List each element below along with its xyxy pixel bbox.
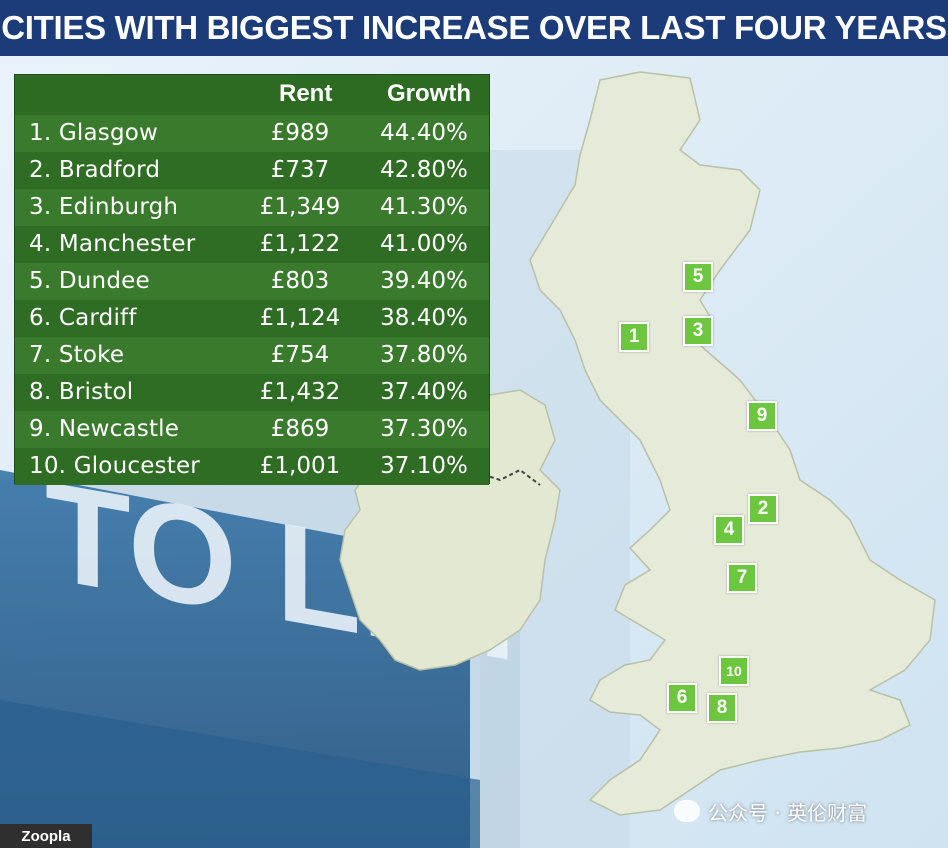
table-row: 6. Cardiff £1,124 38.40%: [15, 300, 489, 337]
rent-cell: £1,122: [259, 231, 341, 257]
table-row-band: [15, 374, 489, 411]
growth-cell: 44.40%: [380, 120, 468, 146]
table-row-band: [15, 411, 489, 448]
city-marker-8: 8: [707, 693, 737, 723]
title-bar: CITIES WITH BIGGEST INCREASE OVER LAST F…: [0, 0, 948, 56]
rent-cell: £1,001: [259, 453, 341, 479]
city-cell: 4. Manchester: [29, 231, 196, 257]
page-title: CITIES WITH BIGGEST INCREASE OVER LAST F…: [1, 9, 947, 46]
city-cell: 10. Gloucester: [29, 453, 200, 479]
city-marker-10: 10: [719, 656, 749, 686]
growth-cell: 42.80%: [380, 157, 468, 183]
rent-cell: £1,349: [259, 194, 341, 220]
table-row-band: [15, 189, 489, 226]
watermark-text: 公众号 · 英伦财富: [708, 800, 868, 825]
table-row-band: [15, 300, 489, 337]
rent-cell: £1,432: [259, 379, 341, 405]
rent-cell: £869: [270, 416, 330, 442]
growth-cell: 37.30%: [380, 416, 468, 442]
rent-cell: £754: [270, 342, 330, 368]
table-row: 10. Gloucester £1,001 37.10%: [15, 448, 489, 485]
growth-cell: 41.30%: [380, 194, 468, 220]
city-marker-4: 4: [714, 515, 744, 545]
table-row: 2. Bradford £737 42.80%: [15, 152, 489, 189]
rent-header: Rent: [279, 80, 333, 107]
city-marker-9: 9: [747, 401, 777, 431]
wechat-icon: [674, 800, 700, 822]
city-marker-6: 6: [667, 683, 697, 713]
zoopla-logo: Zoopla: [0, 824, 92, 848]
rent-cell: £737: [270, 157, 330, 183]
table-row: 7. Stoke £754 37.80%: [15, 337, 489, 374]
city-cell: 9. Newcastle: [29, 416, 180, 442]
city-marker-1: 1: [619, 322, 649, 352]
city-cell: 5. Dundee: [29, 268, 150, 294]
table-row-band: [15, 115, 489, 152]
rent-table: Rent Growth 1. Glasgow £989 44.40% 2. Bradf…: [14, 74, 490, 485]
city-marker-2: 2: [748, 494, 778, 524]
table-row: 9. Newcastle £869 37.30%: [15, 411, 489, 448]
city-marker-3: 3: [683, 316, 713, 346]
city-cell: 1. Glasgow: [29, 120, 159, 146]
table-row-band: [15, 448, 489, 485]
city-marker-7: 7: [727, 563, 757, 593]
growth-cell: 38.40%: [380, 305, 468, 331]
city-cell: 7. Stoke: [29, 342, 125, 368]
table-row-band: [15, 337, 489, 374]
growth-cell: 41.00%: [380, 231, 468, 257]
table-row: 1. Glasgow £989 44.40%: [15, 115, 489, 152]
city-cell: 3. Edinburgh: [29, 194, 179, 220]
growth-cell: 39.40%: [380, 268, 468, 294]
rent-cell: £1,124: [259, 305, 341, 331]
table-row: 8. Bristol £1,432 37.40%: [15, 374, 489, 411]
rent-cell: £803: [270, 268, 330, 294]
table-row-band: [15, 152, 489, 189]
growth-cell: 37.10%: [380, 453, 468, 479]
city-marker-5: 5: [683, 262, 713, 292]
city-cell: 8. Bristol: [29, 379, 134, 405]
city-cell: 6. Cardiff: [29, 305, 137, 331]
city-cell: 2. Bradford: [29, 157, 161, 183]
growth-cell: 37.40%: [380, 379, 468, 405]
rent-cell: £989: [270, 120, 330, 146]
growth-cell: 37.80%: [380, 342, 468, 368]
watermark: 公众号 · 英伦财富: [674, 796, 867, 826]
table-row: 3. Edinburgh £1,349 41.30%: [15, 189, 489, 226]
growth-header: Growth: [387, 80, 471, 107]
table-row-band: [15, 226, 489, 263]
table-row: 4. Manchester £1,122 41.00%: [15, 226, 489, 263]
table-row: 5. Dundee £803 39.40%: [15, 263, 489, 300]
table-row-band: [15, 263, 489, 300]
